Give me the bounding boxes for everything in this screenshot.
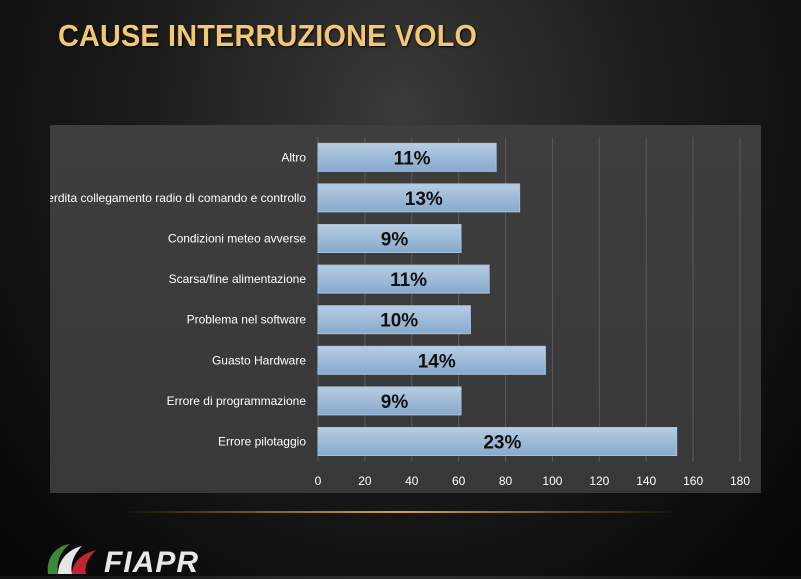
category-label: Condizioni meteo avverse [168, 232, 306, 246]
bar [317, 224, 462, 253]
data-label: 23% [483, 433, 521, 454]
data-label: 9% [381, 392, 409, 413]
page-title: CAUSE INTERRUZIONE VOLO [58, 18, 478, 53]
category-label: Altro [281, 150, 306, 164]
category-label: Perdita collegamento radio di comando e … [50, 191, 306, 205]
x-tick-label: 120 [589, 474, 609, 488]
bar [317, 427, 678, 456]
data-label: 9% [381, 230, 409, 251]
category-label: Guasto Hardware [212, 353, 306, 367]
x-tick-label: 160 [683, 474, 703, 488]
data-label: 14% [418, 351, 456, 372]
data-label: 11% [390, 270, 427, 291]
bar [317, 264, 490, 294]
x-tick-label: 20 [358, 474, 372, 488]
logo-text: FIAPR [104, 546, 199, 579]
data-label: 13% [405, 189, 443, 210]
bar [317, 386, 462, 416]
fiapr-logo: FIAPR [44, 540, 244, 579]
fiapr-logo-icon [47, 544, 96, 574]
category-label: Scarsa/fine alimentazione [169, 272, 307, 286]
x-tick-label: 0 [315, 474, 322, 488]
x-tick-label: 140 [636, 474, 656, 488]
bar [317, 345, 546, 375]
category-label: Errore di programmazione [167, 394, 307, 408]
chart-panel: 0 20 40 60 80 100 120 140 160 180 Altro 11% Perdita … [50, 125, 761, 493]
x-tick-label: 60 [452, 474, 466, 488]
x-tick-label: 40 [405, 474, 419, 488]
data-label: 10% [380, 311, 418, 332]
bar [317, 305, 471, 335]
bar [317, 142, 497, 172]
x-tick-label: 100 [542, 474, 562, 488]
data-label: 11% [394, 148, 431, 169]
bar-chart: 0 20 40 60 80 100 120 140 160 180 Altro 11% Perdita … [50, 137, 750, 488]
category-label: Problema nel software [187, 313, 307, 327]
category-label: Errore pilotaggio [218, 435, 306, 449]
x-tick-label: 80 [499, 474, 513, 488]
divider-line [120, 511, 680, 513]
bar [317, 183, 521, 213]
x-tick-label: 180 [730, 474, 750, 488]
